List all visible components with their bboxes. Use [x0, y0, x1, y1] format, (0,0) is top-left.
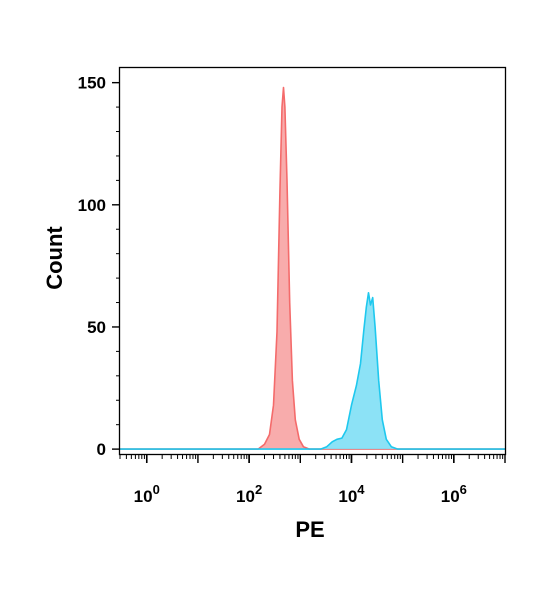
x-tick-label-base: 10 [236, 487, 255, 506]
series-1-line [120, 292, 505, 450]
x-tick-label-exponent: 2 [255, 482, 262, 497]
series-layer [120, 86, 505, 450]
x-tick-label: 102 [236, 482, 262, 506]
y-tick-label: 100 [78, 196, 106, 215]
y-tick-label: 0 [97, 440, 106, 459]
x-axis-ticks [119, 454, 506, 463]
x-tick-label-exponent: 6 [460, 482, 467, 497]
y-axis-title: Count [42, 226, 67, 290]
x-tick-label-base: 10 [338, 487, 357, 506]
x-axis-tick-labels: 100 102 104 106 [134, 482, 467, 506]
y-tick-label: 50 [87, 318, 106, 337]
x-tick-label: 106 [441, 482, 467, 506]
x-tick-label-exponent: 0 [153, 482, 160, 497]
x-axis-title: PE [295, 517, 324, 542]
x-tick-label: 100 [134, 482, 160, 506]
x-tick-label-base: 10 [134, 487, 153, 506]
y-axis-ticks [112, 81, 120, 450]
plot-frame [118, 66, 507, 456]
x-tick-label-base: 10 [441, 487, 460, 506]
y-tick-label: 150 [78, 74, 106, 93]
series-0-line [120, 86, 505, 450]
y-axis-tick-labels: 0 50 100 150 [78, 74, 106, 459]
x-tick-label-exponent: 4 [357, 482, 365, 497]
x-tick-label: 104 [338, 482, 365, 506]
